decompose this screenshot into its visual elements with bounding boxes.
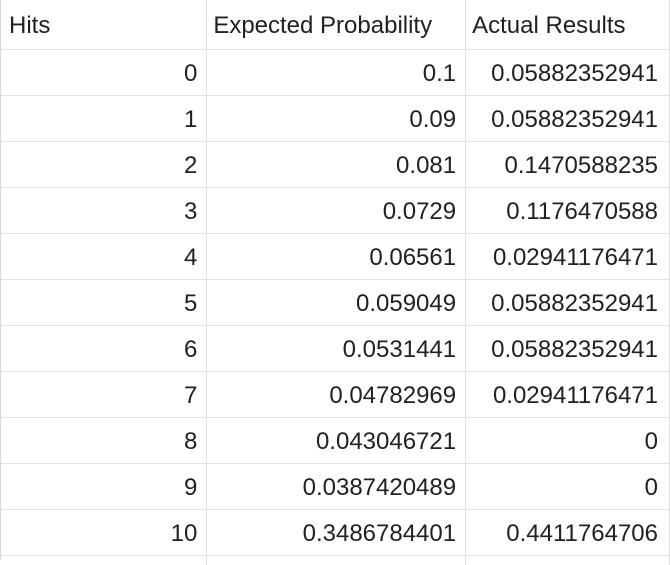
cell-hits[interactable]: 7 bbox=[1, 371, 208, 418]
cell-actual-results[interactable]: 0.02941176471 bbox=[465, 371, 670, 418]
cell-expected-probability[interactable]: 0.09 bbox=[206, 95, 467, 142]
empty-cell[interactable] bbox=[465, 555, 670, 565]
cell-hits[interactable]: 0 bbox=[1, 49, 208, 96]
cell-actual-results[interactable]: 0.02941176471 bbox=[465, 233, 670, 280]
header-row: Hits Expected Probability Actual Results bbox=[1, 0, 670, 50]
header-cell-expected-probability[interactable]: Expected Probability bbox=[206, 0, 467, 50]
cell-hits[interactable]: 5 bbox=[1, 279, 208, 326]
empty-row bbox=[1, 555, 670, 565]
cell-expected-probability[interactable]: 0.04782969 bbox=[206, 371, 467, 418]
cell-actual-results[interactable]: 0 bbox=[465, 417, 670, 464]
table-row: 9 0.0387420489 0 bbox=[1, 463, 670, 510]
cell-hits[interactable]: 6 bbox=[1, 325, 208, 372]
cell-expected-probability[interactable]: 0.0531441 bbox=[206, 325, 467, 372]
table-row: 4 0.06561 0.02941176471 bbox=[1, 233, 670, 280]
header-cell-hits[interactable]: Hits bbox=[1, 0, 208, 50]
table-row: 10 0.3486784401 0.4411764706 bbox=[1, 509, 670, 556]
table-row: 8 0.043046721 0 bbox=[1, 417, 670, 464]
empty-cell[interactable] bbox=[206, 555, 467, 565]
cell-actual-results[interactable]: 0.05882352941 bbox=[465, 49, 670, 96]
cell-hits[interactable]: 2 bbox=[1, 141, 208, 188]
cell-actual-results[interactable]: 0.05882352941 bbox=[465, 325, 670, 372]
table-row: 2 0.081 0.1470588235 bbox=[1, 141, 670, 188]
table-row: 1 0.09 0.05882352941 bbox=[1, 95, 670, 142]
cell-expected-probability[interactable]: 0.0387420489 bbox=[206, 463, 467, 510]
cell-actual-results[interactable]: 0.1470588235 bbox=[465, 141, 670, 188]
table-row: 3 0.0729 0.1176470588 bbox=[1, 187, 670, 234]
cell-actual-results[interactable]: 0.05882352941 bbox=[465, 95, 670, 142]
cell-hits[interactable]: 3 bbox=[1, 187, 208, 234]
cell-hits[interactable]: 10 bbox=[1, 509, 208, 556]
cell-actual-results[interactable]: 0.4411764706 bbox=[465, 509, 670, 556]
cell-actual-results[interactable]: 0.05882352941 bbox=[465, 279, 670, 326]
table-row: 7 0.04782969 0.02941176471 bbox=[1, 371, 670, 418]
cell-expected-probability[interactable]: 0.059049 bbox=[206, 279, 467, 326]
cell-expected-probability[interactable]: 0.0729 bbox=[206, 187, 467, 234]
cell-hits[interactable]: 8 bbox=[1, 417, 208, 464]
cell-expected-probability[interactable]: 0.06561 bbox=[206, 233, 467, 280]
cell-actual-results[interactable]: 0.1176470588 bbox=[465, 187, 670, 234]
header-cell-actual-results[interactable]: Actual Results bbox=[465, 0, 670, 50]
cell-hits[interactable]: 4 bbox=[1, 233, 208, 280]
cell-expected-probability[interactable]: 0.1 bbox=[206, 49, 467, 96]
cell-actual-results[interactable]: 0 bbox=[465, 463, 670, 510]
table-row: 5 0.059049 0.05882352941 bbox=[1, 279, 670, 326]
cell-expected-probability[interactable]: 0.081 bbox=[206, 141, 467, 188]
cell-expected-probability[interactable]: 0.043046721 bbox=[206, 417, 467, 464]
cell-hits[interactable]: 1 bbox=[1, 95, 208, 142]
empty-cell[interactable] bbox=[1, 555, 208, 565]
table-row: 0 0.1 0.05882352941 bbox=[1, 49, 670, 96]
cell-hits[interactable]: 9 bbox=[1, 463, 208, 510]
table-row: 6 0.0531441 0.05882352941 bbox=[1, 325, 670, 372]
cell-expected-probability[interactable]: 0.3486784401 bbox=[206, 509, 467, 556]
